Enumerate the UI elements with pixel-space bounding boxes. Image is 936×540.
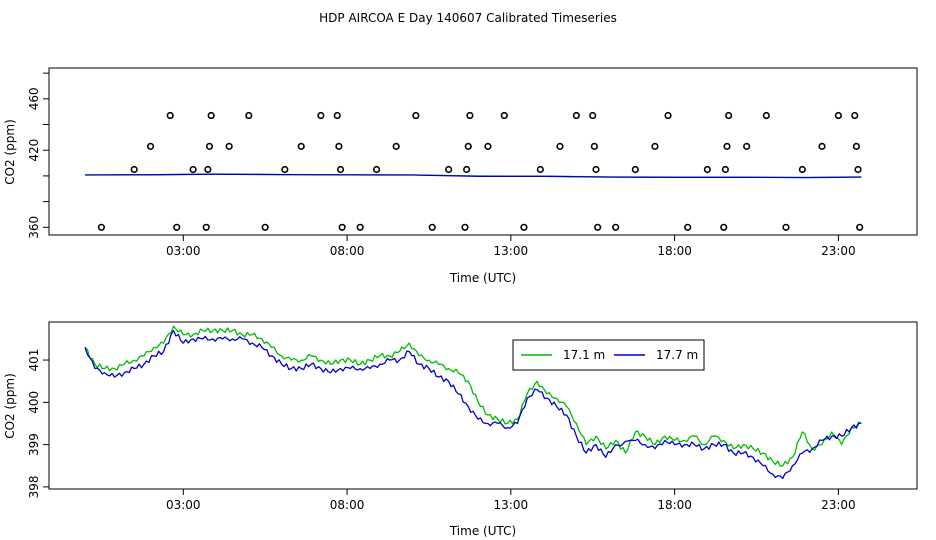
top-data-point <box>500 111 508 120</box>
top-y-tick-label: 420 <box>27 139 41 162</box>
bottom-panel: 03:00 08:00 13:00 18:00 23:00 398 399 400 401 T… <box>3 321 918 538</box>
top-data-point <box>720 223 728 231</box>
top-data-point <box>245 111 253 120</box>
top-data-point <box>592 165 600 174</box>
top-data-point <box>721 165 729 174</box>
bottom-y-tick-label: 399 <box>27 433 41 456</box>
top-data-point <box>612 223 620 231</box>
top-data-point <box>782 223 790 231</box>
top-y-axis-label: CO2 (ppm) <box>3 119 17 185</box>
top-data-point <box>466 111 474 120</box>
top-data-point <box>372 165 381 174</box>
top-x-tick-label: 03:00 <box>166 244 201 258</box>
legend-label-17-7m: 17.7 m <box>656 348 698 362</box>
top-data-point <box>445 165 453 174</box>
figure-title: HDP AIRCOA E Day 140607 Calibrated Times… <box>319 11 617 25</box>
top-data-point <box>130 165 138 174</box>
bottom-x-tick-label: 23:00 <box>821 498 856 512</box>
top-y-tick-label: 360 <box>27 216 41 239</box>
top-data-point <box>818 142 826 150</box>
top-data-point <box>335 142 343 150</box>
bottom-y-tick-label: 401 <box>27 349 41 372</box>
top-data-point <box>281 165 289 174</box>
top-panel: 03:00 08:00 13:00 18:00 23:00 360 420 460 Time… <box>3 67 918 285</box>
top-data-point <box>856 223 864 231</box>
bottom-plot-frame <box>48 321 918 490</box>
top-data-point <box>684 223 692 231</box>
top-data-point <box>463 165 471 174</box>
top-data-point <box>464 142 472 150</box>
top-data-point <box>854 165 862 174</box>
top-plot-area <box>84 111 864 231</box>
top-data-point <box>536 165 544 174</box>
top-x-tick-label: 18:00 <box>657 244 692 258</box>
bottom-y-axis: 398 399 400 401 <box>27 349 49 498</box>
top-data-point <box>723 142 731 150</box>
top-data-point <box>520 223 528 231</box>
top-data-point <box>336 165 345 174</box>
top-data-point <box>572 111 580 120</box>
bottom-series-line-17-7-m <box>84 329 862 480</box>
top-x-axis: 03:00 08:00 13:00 18:00 23:00 <box>166 235 856 258</box>
bottom-y-tick-label: 400 <box>27 391 41 414</box>
top-data-point <box>412 111 420 120</box>
bottom-plot-area <box>84 325 862 480</box>
top-data-point <box>207 111 215 120</box>
top-data-point <box>851 111 859 120</box>
top-data-point <box>225 142 233 150</box>
top-data-point <box>428 223 436 231</box>
top-data-point <box>725 111 733 120</box>
top-data-point <box>97 223 106 231</box>
top-series-line-17-7-m <box>84 173 862 179</box>
top-data-point <box>589 111 597 120</box>
top-data-point <box>664 111 672 120</box>
top-plot-frame <box>48 67 918 236</box>
top-data-point <box>556 142 564 150</box>
top-data-point <box>590 142 598 150</box>
top-x-axis-label: Time (UTC) <box>449 271 516 285</box>
top-data-point <box>261 223 269 231</box>
top-y-tick-label: 460 <box>27 87 41 110</box>
top-data-point <box>202 223 210 231</box>
top-data-point <box>317 111 325 120</box>
top-data-point <box>392 142 400 150</box>
bottom-x-tick-label: 18:00 <box>657 498 692 512</box>
bottom-x-axis-label: Time (UTC) <box>449 524 516 538</box>
bottom-y-axis-label: CO2 (ppm) <box>3 373 17 439</box>
top-data-point <box>338 223 346 231</box>
top-x-tick-label: 23:00 <box>821 244 856 258</box>
bottom-series-line-17-1-m <box>84 325 862 467</box>
bottom-x-axis: 03:00 08:00 13:00 18:00 23:00 <box>166 489 856 512</box>
top-data-point <box>297 142 305 150</box>
top-data-point <box>461 223 469 231</box>
top-data-point <box>631 165 639 174</box>
top-data-point <box>189 165 197 174</box>
top-data-point <box>651 142 659 150</box>
top-data-point <box>205 142 214 150</box>
top-x-tick-label: 08:00 <box>330 244 365 258</box>
top-data-point <box>484 142 492 150</box>
top-data-point <box>166 111 174 120</box>
bottom-y-tick-label: 398 <box>27 475 41 498</box>
bottom-x-tick-label: 08:00 <box>330 498 365 512</box>
top-data-point <box>743 142 751 150</box>
top-data-point <box>173 223 181 231</box>
top-data-point <box>852 142 861 150</box>
legend: 17.1 m 17.7 m <box>512 339 705 371</box>
bottom-x-tick-label: 03:00 <box>166 498 201 512</box>
top-data-point <box>333 111 341 120</box>
top-data-point <box>356 223 364 231</box>
top-data-point <box>594 223 602 231</box>
top-y-axis: 360 420 460 <box>27 72 49 239</box>
top-data-point <box>703 165 711 174</box>
top-data-point <box>204 165 212 174</box>
top-data-point <box>834 111 842 120</box>
top-data-point <box>762 111 770 120</box>
top-x-tick-label: 13:00 <box>494 244 529 258</box>
bottom-x-tick-label: 13:00 <box>494 498 529 512</box>
legend-label-17-1m: 17.1 m <box>563 348 605 362</box>
top-data-point <box>798 165 806 174</box>
top-data-point <box>146 142 155 150</box>
